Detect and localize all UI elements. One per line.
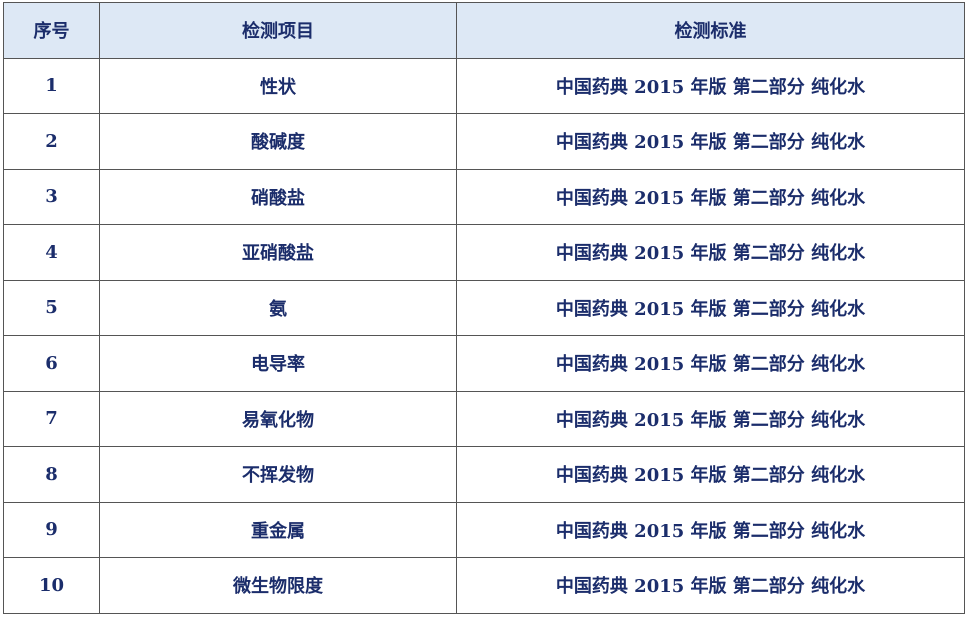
cell-index: 2 — [3, 113, 100, 170]
table-row: 4 亚硝酸盐 中国药典 2015 年版 第二部分 纯化水 — [3, 224, 965, 281]
cell-test-item: 微生物限度 — [99, 557, 457, 614]
cell-test-standard: 中国药典 2015 年版 第二部分 纯化水 — [456, 168, 965, 225]
header-index: 序号 — [3, 2, 100, 59]
cell-test-standard: 中国药典 2015 年版 第二部分 纯化水 — [456, 501, 965, 558]
table-row: 10 微生物限度 中国药典 2015 年版 第二部分 纯化水 — [3, 557, 965, 614]
cell-index: 4 — [3, 224, 100, 281]
cell-test-item: 重金属 — [99, 501, 457, 558]
cell-index: 7 — [3, 390, 100, 447]
table-row: 1 性状 中国药典 2015 年版 第二部分 纯化水 — [3, 57, 965, 114]
cell-test-standard: 中国药典 2015 年版 第二部分 纯化水 — [456, 113, 965, 170]
cell-test-standard: 中国药典 2015 年版 第二部分 纯化水 — [456, 446, 965, 503]
cell-test-item: 酸碱度 — [99, 113, 457, 170]
test-items-table: 序号 检测项目 检测标准 1 性状 中国药典 2015 年版 第二部分 纯化水 2 酸碱… — [3, 2, 965, 614]
cell-index: 3 — [3, 168, 100, 225]
table-row: 5 氨中国药典 2015 年版 第二部分 纯化水 — [3, 279, 965, 336]
cell-test-standard: 中国药典 2015 年版 第二部分 纯化水 — [456, 390, 965, 447]
cell-test-item: 氨 — [99, 279, 457, 336]
cell-test-item: 不挥发物 — [99, 446, 457, 503]
cell-test-standard: 中国药典 2015 年版 第二部分 纯化水 — [456, 557, 965, 614]
cell-index: 9 — [3, 501, 100, 558]
cell-index: 8 — [3, 446, 100, 503]
table-row: 7 易氧化物 中国药典 2015 年版 第二部分 纯化水 — [3, 390, 965, 447]
cell-test-item: 易氧化物 — [99, 390, 457, 447]
cell-index: 10 — [3, 557, 100, 614]
cell-test-standard: 中国药典 2015 年版 第二部分 纯化水 — [456, 224, 965, 281]
header-row: 序号 检测项目 检测标准 — [3, 2, 965, 59]
cell-index: 6 — [3, 335, 100, 392]
table-row: 2 酸碱度 中国药典 2015 年版 第二部分 纯化水 — [3, 113, 965, 170]
cell-test-standard: 中国药典 2015 年版 第二部分 纯化水 — [456, 335, 965, 392]
header-test-standard: 检测标准 — [456, 2, 965, 59]
cell-test-item: 电导率 — [99, 335, 457, 392]
table-row: 9 重金属 中国药典 2015 年版 第二部分 纯化水 — [3, 501, 965, 558]
cell-test-standard: 中国药典 2015 年版 第二部分 纯化水 — [456, 57, 965, 114]
cell-test-item: 性状 — [99, 57, 457, 114]
table-row: 8 不挥发物 中国药典 2015 年版 第二部分 纯化水 — [3, 446, 965, 503]
cell-test-standard: 中国药典 2015 年版 第二部分 纯化水 — [456, 279, 965, 336]
cell-test-item: 亚硝酸盐 — [99, 224, 457, 281]
header-test-item: 检测项目 — [99, 2, 457, 59]
table-row: 6 电导率 中国药典 2015 年版 第二部分 纯化水 — [3, 335, 965, 392]
cell-index: 1 — [3, 57, 100, 114]
cell-test-item: 硝酸盐 — [99, 168, 457, 225]
table-row: 3 硝酸盐 中国药典 2015 年版 第二部分 纯化水 — [3, 168, 965, 225]
cell-index: 5 — [3, 279, 100, 336]
